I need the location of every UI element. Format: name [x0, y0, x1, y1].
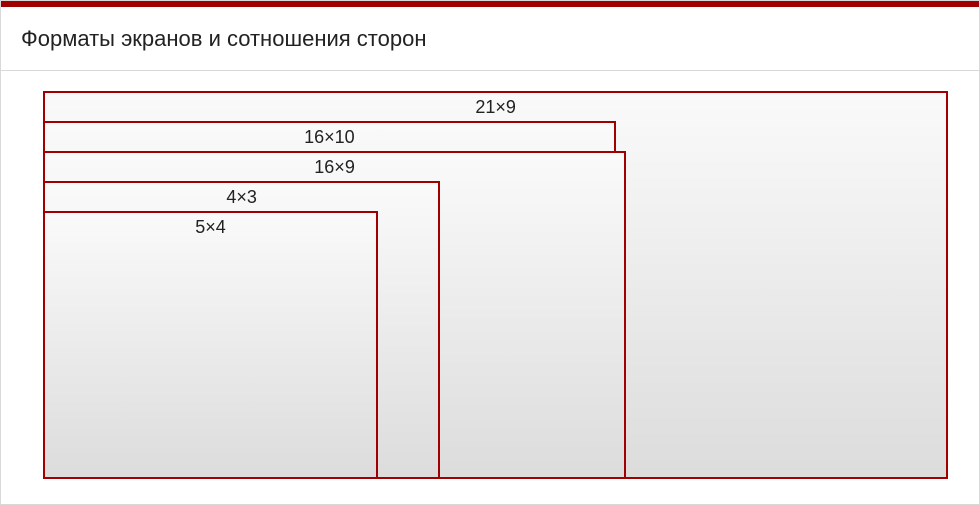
ratio-box-5x4: 5×4	[43, 211, 378, 479]
diagram-frame: Форматы экранов и сотношения сторон 21×9…	[0, 0, 980, 505]
ratio-label: 21×9	[45, 97, 946, 118]
ratio-canvas: 21×9 16×10 16×9 4×3 5×4	[1, 71, 979, 504]
page-title: Форматы экранов и сотношения сторон	[21, 26, 426, 52]
ratio-label: 4×3	[45, 187, 438, 208]
ratio-label: 5×4	[45, 217, 376, 238]
ratio-label: 16×10	[45, 127, 614, 148]
ratio-label: 16×9	[45, 157, 624, 178]
title-area: Форматы экранов и сотношения сторон	[1, 7, 979, 71]
